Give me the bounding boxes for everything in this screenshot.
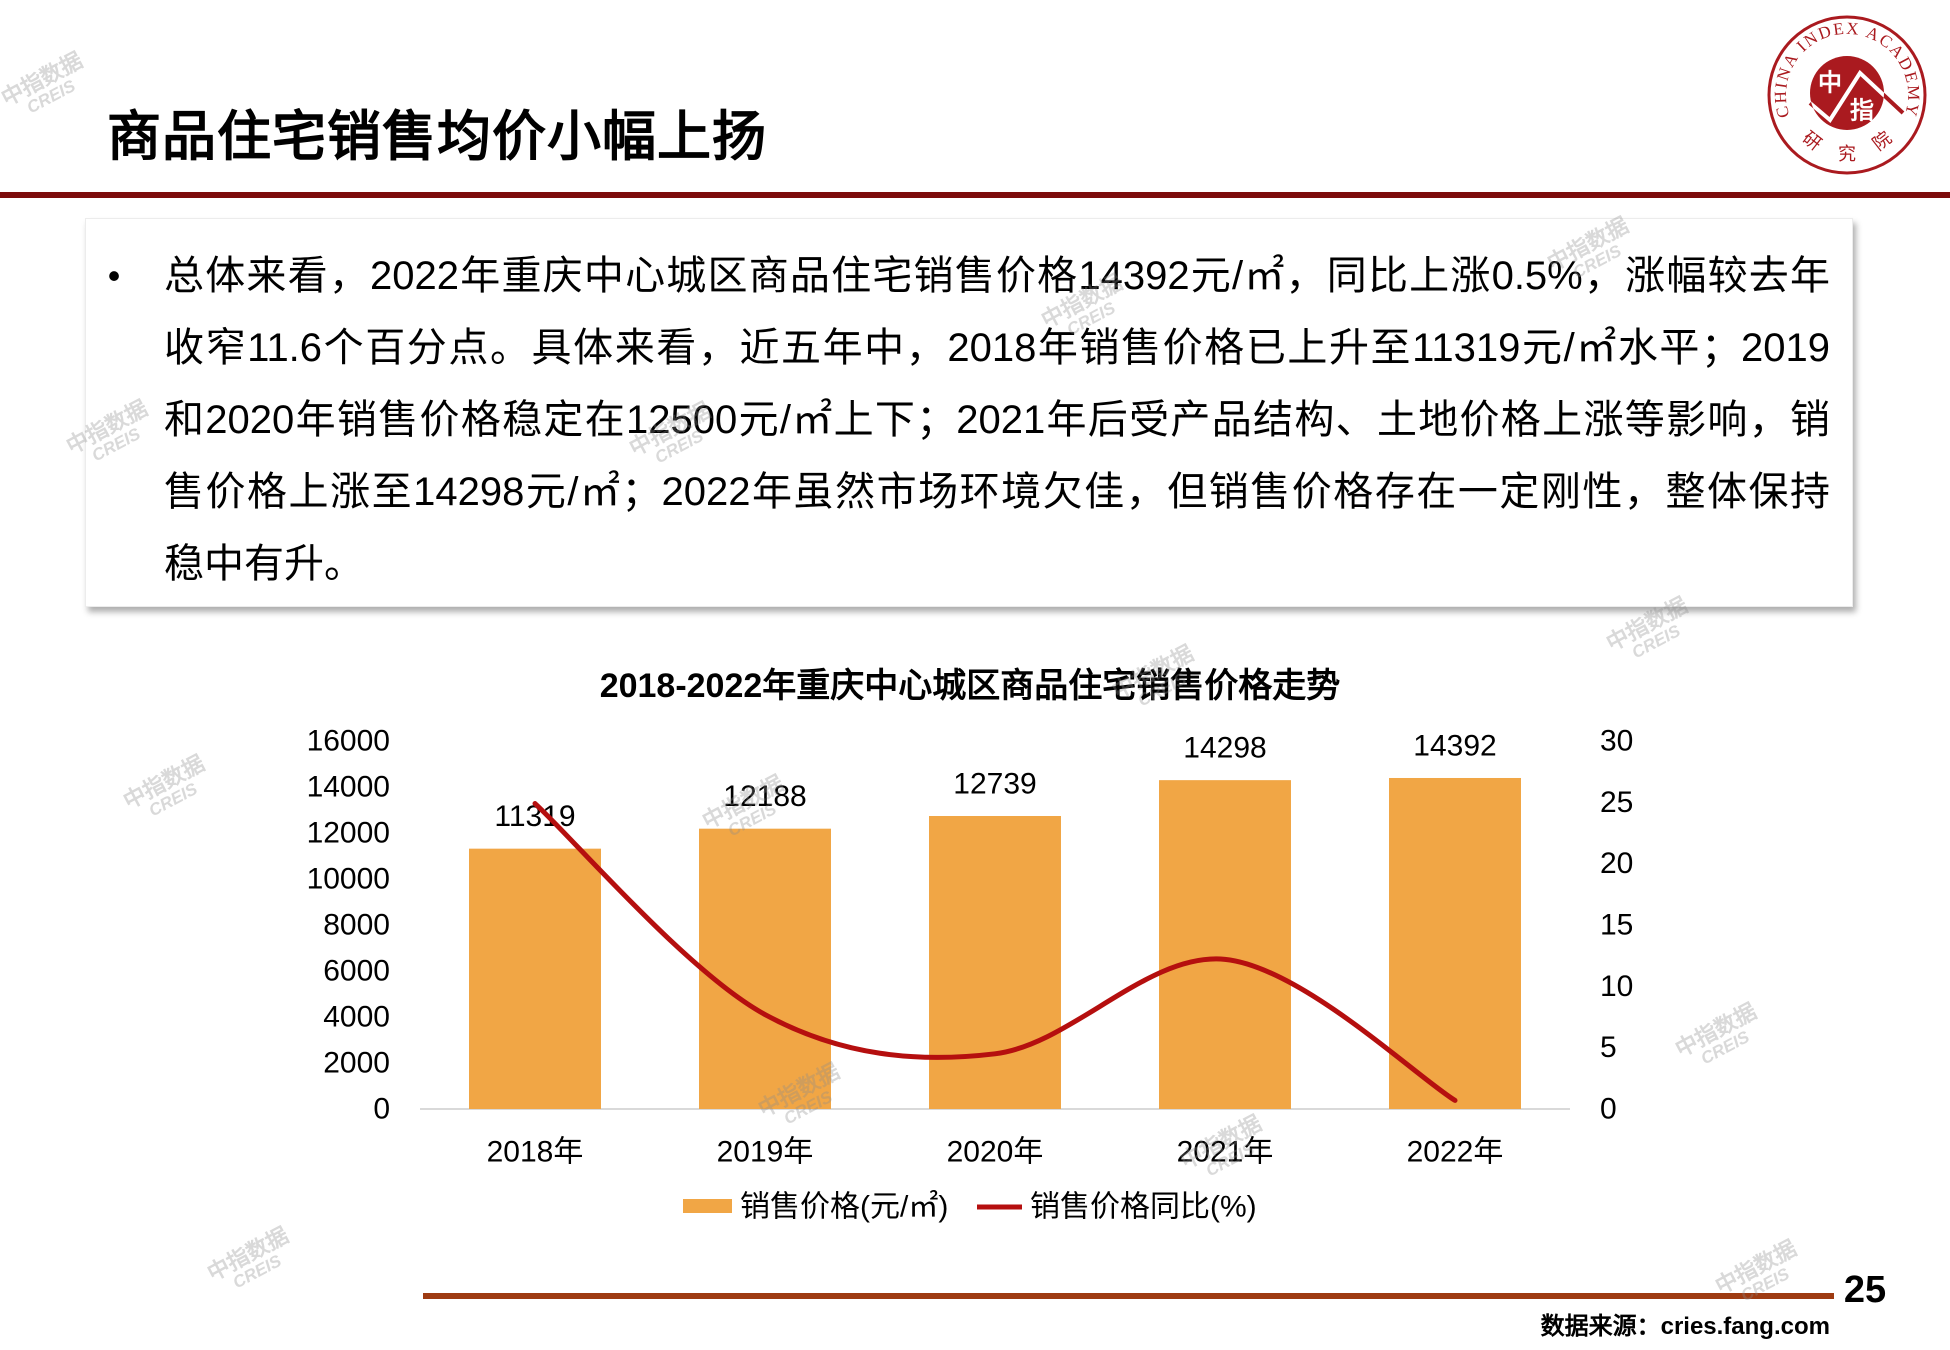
y-left-tick-label: 16000 [307, 725, 390, 758]
bar [1159, 780, 1291, 1109]
legend-line-label: 销售价格同比(%) [1030, 1191, 1257, 1224]
data-source: 数据来源：cries.fang.com [1540, 1313, 1830, 1340]
logo-char-zhi: 指 [1850, 98, 1874, 125]
y-right-tick-label: 10 [1600, 970, 1633, 1003]
footer-divider [423, 1293, 1834, 1299]
y-right-tick-label: 15 [1600, 909, 1633, 942]
page-number: 25 [1843, 1269, 1887, 1311]
y-right-tick-label: 5 [1600, 1031, 1617, 1064]
y-right-tick-label: 25 [1600, 786, 1633, 819]
bar-data-label: 12739 [953, 768, 1036, 801]
bar [929, 816, 1061, 1109]
summary-line: 收窄11.6个百分点。具体来看，近五年中，2018年销售价格已上升至11319元… [164, 326, 1830, 370]
chart-bars [469, 777, 1521, 1109]
chart-legend: 销售价格(元/㎡) 销售价格同比(%) [683, 1191, 1257, 1224]
bar-data-label: 14298 [1183, 732, 1266, 765]
y-left-tick-label: 0 [373, 1093, 390, 1126]
header-divider [0, 192, 1950, 198]
y-left-tick-label: 4000 [323, 1001, 390, 1034]
y-left-tick-label: 10000 [307, 863, 390, 896]
summary-box [85, 218, 1853, 607]
chart-line-series [532, 801, 1458, 1103]
bar [1389, 777, 1521, 1109]
y-left-tick-label: 8000 [323, 909, 390, 942]
legend-bar-swatch [683, 1199, 732, 1213]
chart-title: 2018-2022年重庆中心城区商品住宅销售价格走势 [600, 666, 1341, 705]
y-right-tick-label: 0 [1600, 1093, 1617, 1126]
y-left-tick-label: 12000 [307, 817, 390, 850]
x-tick-label: 2021年 [1177, 1136, 1274, 1169]
yoy-growth-line [532, 801, 1458, 1103]
y-left-tick-label: 14000 [307, 771, 390, 804]
bar-data-label: 12188 [723, 780, 806, 813]
bar [699, 828, 831, 1109]
x-tick-label: 2019年 [717, 1136, 814, 1169]
logo-char-zhong: 中 [1818, 70, 1842, 97]
page-title: 商品住宅销售均价小幅上扬 [107, 107, 767, 167]
logo-bottom-char: 究 [1838, 144, 1856, 164]
y-left-tick-label: 2000 [323, 1047, 390, 1080]
summary-line: 和2020年销售价格稳定在12500元/㎡上下；2021年后受产品结构、土地价格… [164, 398, 1830, 442]
y-right-tick-label: 30 [1600, 725, 1633, 758]
legend-bar-label: 销售价格(元/㎡) [740, 1191, 948, 1224]
bullet-icon: • [107, 255, 121, 296]
summary-line: 稳中有升。 [164, 542, 364, 586]
summary-line: 售价格上涨至14298元/㎡；2022年虽然市场环境欠佳，但销售价格存在一定刚性… [164, 470, 1830, 514]
bar [469, 848, 601, 1109]
x-tick-label: 2022年 [1407, 1136, 1504, 1169]
y-right-tick-label: 20 [1600, 847, 1633, 880]
summary-paragraph: 总体来看，2022年重庆中心城区商品住宅销售价格14392元/㎡，同比上涨0.5… [164, 240, 1830, 600]
y-left-tick-label: 6000 [323, 955, 390, 988]
x-tick-label: 2020年 [947, 1136, 1044, 1169]
china-index-academy-logo: CHINA INDEX ACADEMY 中 指 研 究 院 [1767, 15, 1927, 175]
summary-line: 总体来看，2022年重庆中心城区商品住宅销售价格14392元/㎡，同比上涨0.5… [164, 254, 1830, 298]
x-tick-label: 2018年 [487, 1136, 584, 1169]
logo-check-line-icon [1810, 69, 1884, 124]
bar-data-label: 14392 [1413, 729, 1496, 762]
